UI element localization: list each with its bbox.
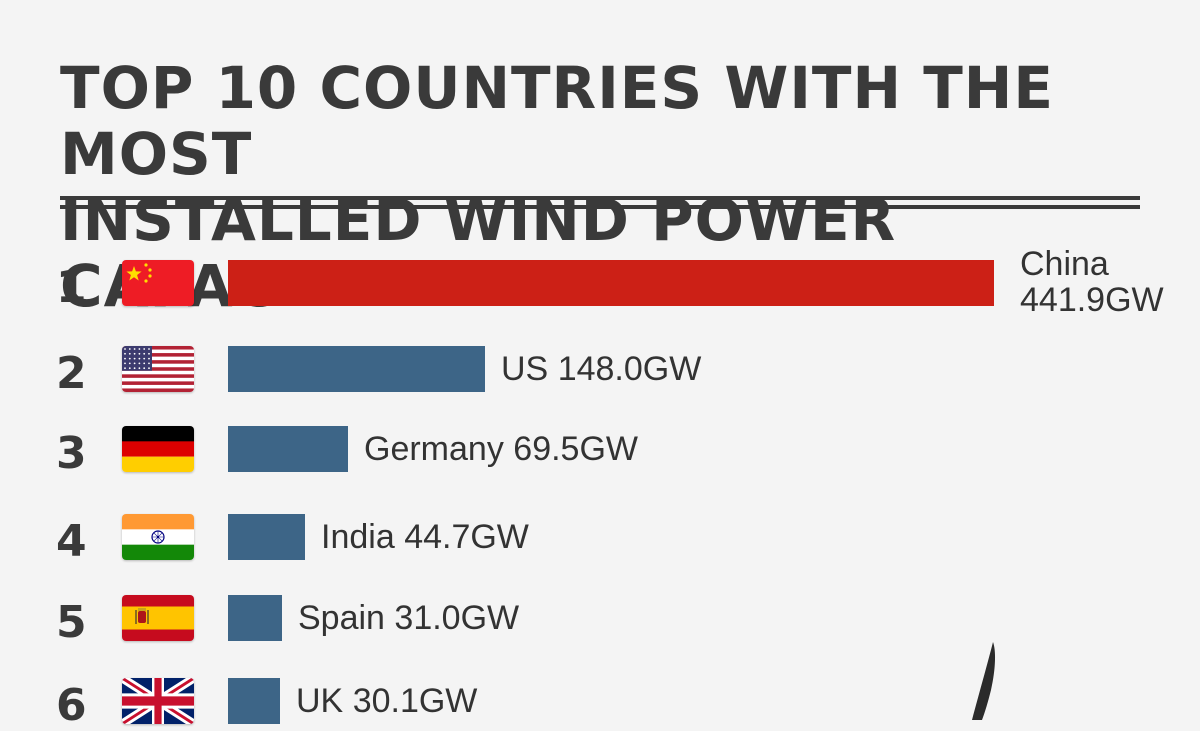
title-line-1: TOP 10 COUNTRIES WITH THE MOST [60, 54, 1054, 188]
rank-number: 1 [56, 262, 87, 313]
rank-number: 4 [56, 516, 87, 567]
title-divider-bottom [60, 205, 1140, 209]
data-label: US 148.0GW [501, 351, 701, 387]
rank-number: 3 [56, 428, 87, 479]
data-label: China 441.9GW [1020, 246, 1164, 318]
bar-uk [228, 678, 280, 724]
value-label: 30.1GW [352, 682, 478, 720]
rank-number: 2 [56, 348, 87, 399]
india-flag-icon [122, 514, 194, 560]
value-label: 441.9GW [1020, 281, 1164, 319]
data-label: Spain 31.0GW [298, 600, 519, 636]
bar-germany [228, 426, 348, 472]
country-name: Germany [364, 430, 504, 468]
bar-india [228, 514, 305, 560]
title-divider-top [60, 196, 1140, 200]
country-name: US [501, 350, 549, 388]
value-label: 31.0GW [394, 599, 520, 637]
us-flag-icon [122, 346, 194, 392]
germany-flag-icon [122, 426, 194, 472]
data-label: UK 30.1GW [296, 683, 477, 719]
country-name: Spain [298, 599, 385, 637]
country-name: China [1020, 245, 1109, 283]
value-label: 69.5GW [513, 430, 638, 468]
bar-spain [228, 595, 282, 641]
data-label: Germany 69.5GW [364, 431, 638, 467]
value-label: 148.0GW [557, 350, 702, 388]
bar-us [228, 346, 485, 392]
data-label: India 44.7GW [321, 519, 529, 555]
bar-china [228, 260, 994, 306]
china-flag-icon [122, 260, 194, 306]
country-name: UK [296, 682, 344, 720]
value-label: 44.7GW [404, 518, 529, 556]
uk-flag-icon [122, 678, 194, 724]
spain-flag-icon [122, 595, 194, 641]
country-name: India [321, 518, 395, 556]
rank-number: 5 [56, 597, 87, 648]
